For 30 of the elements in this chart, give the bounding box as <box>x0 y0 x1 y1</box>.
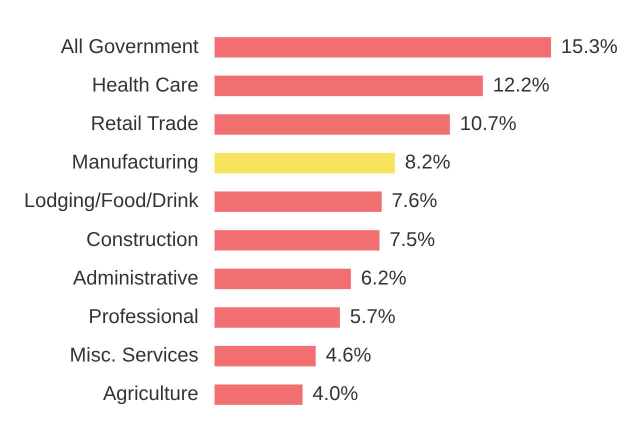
bar <box>214 114 450 135</box>
data-label: 12.2% <box>492 74 550 96</box>
data-label: 4.0% <box>312 383 358 406</box>
y-tick-label: Construction <box>86 228 199 251</box>
bar <box>214 384 303 405</box>
bar <box>214 230 380 251</box>
bar <box>214 152 395 174</box>
y-tick-label: All Government <box>60 36 199 58</box>
bar <box>214 268 351 290</box>
y-tick-label: Lodging/Food/Drink <box>24 190 200 212</box>
data-label: 15.3% <box>561 36 618 58</box>
bar <box>214 37 551 58</box>
y-tick-label: Agriculture <box>102 383 199 406</box>
y-tick-label: Misc. Services <box>70 344 199 367</box>
data-label: 6.2% <box>360 267 407 290</box>
bar <box>214 191 382 212</box>
bar <box>214 346 316 366</box>
data-label: 7.6% <box>392 190 438 212</box>
bar <box>214 76 483 96</box>
y-tick-label: Administrative <box>72 267 199 290</box>
y-tick-label: Retail Trade <box>90 113 199 136</box>
y-tick-label: Health Care <box>92 74 199 96</box>
bar <box>214 307 340 328</box>
data-label: 4.6% <box>326 344 372 367</box>
data-label: 5.7% <box>350 306 396 328</box>
data-label: 10.7% <box>460 113 517 136</box>
y-tick-label: Manufacturing <box>72 152 199 174</box>
data-label: 8.2% <box>404 152 451 174</box>
y-tick-label: Professional <box>88 306 199 328</box>
data-label: 7.5% <box>389 228 436 251</box>
